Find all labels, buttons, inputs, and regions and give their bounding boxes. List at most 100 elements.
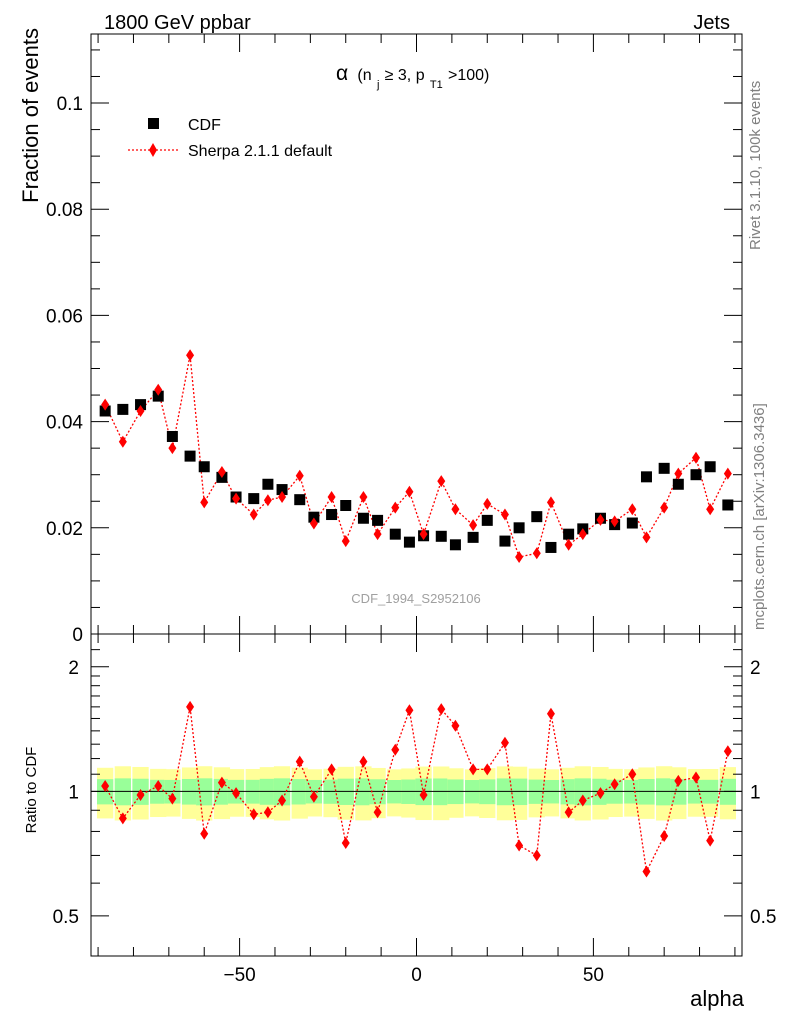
- cdf-point: [640, 471, 652, 483]
- ratio-point: [200, 827, 209, 840]
- sherpa-point: [596, 513, 605, 526]
- cdf-point: [672, 478, 684, 490]
- sherpa-point: [578, 528, 587, 541]
- cdf-point: [152, 390, 164, 402]
- ratio-point: [168, 792, 177, 805]
- x-axis-title: alpha: [690, 986, 745, 1011]
- sherpa-point: [232, 492, 241, 505]
- x-tick-label: −50: [223, 965, 255, 986]
- chart-title: α (n j ≥ 3, p T1 >100): [336, 62, 489, 93]
- cdf-point: [704, 461, 716, 473]
- ratio-point: [295, 755, 304, 768]
- sherpa-point: [692, 451, 701, 464]
- sherpa-point: [469, 519, 478, 532]
- sherpa-point: [391, 501, 400, 514]
- ratio-point: [249, 808, 258, 821]
- sherpa-point: [200, 496, 209, 509]
- ratio-line: [104, 706, 729, 874]
- ratio-point: [391, 743, 400, 756]
- title-sub-j: j: [376, 79, 379, 91]
- ratio-point: [674, 774, 683, 787]
- ratio-point: [692, 771, 701, 784]
- sherpa-point: [483, 497, 492, 510]
- ratio-point: [483, 763, 492, 776]
- title-geq: ≥ 3, p: [385, 67, 425, 84]
- cdf-point: [563, 528, 575, 540]
- cdf-point: [135, 399, 147, 411]
- ratio-point: [327, 763, 336, 776]
- main-panel-frame: 0 0.02 0.04 0.06 0.08 0.1: [46, 33, 743, 646]
- cdf-point: [372, 514, 384, 526]
- title-gt: >100): [448, 67, 489, 84]
- y-tick-label: 0.06: [46, 306, 83, 327]
- main-panel-series: [99, 349, 734, 564]
- header-left: 1800 GeV ppbar: [104, 12, 251, 34]
- cdf-point: [357, 512, 369, 524]
- ratio-point: [546, 707, 555, 720]
- legend: CDF Sherpa 2.1.1 default: [128, 117, 333, 160]
- ratio-band-inner: [656, 778, 673, 806]
- ratio-point: [515, 839, 524, 852]
- ratio-band-inner: [196, 778, 213, 806]
- ratio-point: [373, 806, 382, 819]
- y-axis-title: Fraction of events: [18, 28, 43, 203]
- sherpa-point: [546, 496, 555, 509]
- sherpa-point: [532, 547, 541, 560]
- ratio-point: [341, 837, 350, 850]
- cdf-point: [435, 530, 447, 542]
- ratio-point: [532, 849, 541, 862]
- y-tick-label: 0: [72, 625, 83, 646]
- cdf-point: [248, 493, 260, 505]
- cdf-point: [99, 405, 111, 417]
- ratio-panel-series: [101, 700, 732, 878]
- cdf-point: [467, 531, 479, 543]
- ratio-point: [451, 719, 460, 732]
- cdf-point: [545, 541, 557, 553]
- cdf-point: [403, 536, 415, 548]
- ratio-point: [118, 812, 127, 825]
- ratio-point: [469, 763, 478, 776]
- rivet-label: Rivet 3.1.10, 100k events: [747, 81, 764, 250]
- sherpa-point: [118, 435, 127, 448]
- cdf-point: [166, 430, 178, 442]
- ratio-point: [263, 806, 272, 819]
- sherpa-point: [515, 551, 524, 564]
- sherpa-point: [217, 466, 226, 479]
- mcplots-label: mcplots.cern.ch [arXiv:1306.3436]: [751, 403, 768, 630]
- ratio-point: [500, 736, 509, 749]
- sherpa-point: [405, 485, 414, 498]
- cdf-point: [513, 522, 525, 534]
- cdf-point: [117, 403, 129, 415]
- sherpa-point: [437, 475, 446, 488]
- sherpa-point: [660, 501, 669, 514]
- sherpa-line: [104, 355, 729, 558]
- ratio-point: [610, 778, 619, 791]
- sherpa-point: [154, 383, 163, 396]
- sherpa-point: [186, 349, 195, 362]
- ratio-tick-label: 0.5: [53, 907, 79, 928]
- sherpa-point: [263, 494, 272, 507]
- title-alpha: α: [336, 62, 348, 85]
- sherpa-point: [500, 508, 509, 521]
- ratio-tick-label-right: 0.5: [750, 907, 776, 928]
- sherpa-point: [628, 503, 637, 516]
- analysis-watermark: CDF_1994_S2952106: [351, 591, 480, 606]
- y-tick-label: 0.02: [46, 519, 83, 540]
- ratio-point: [309, 790, 318, 803]
- sherpa-point: [327, 491, 336, 504]
- ratio-band-inner: [273, 778, 291, 806]
- title-sub-t1: T1: [430, 79, 443, 91]
- cdf-point: [449, 539, 461, 551]
- cdf-point: [499, 535, 511, 547]
- ratio-point: [217, 776, 226, 789]
- sherpa-point: [564, 538, 573, 551]
- cdf-point: [198, 461, 210, 473]
- ratio-point: [101, 780, 110, 793]
- sherpa-point: [451, 503, 460, 516]
- sherpa-point: [642, 531, 651, 544]
- ratio-band-inner: [355, 778, 372, 806]
- ratio-point: [578, 794, 587, 807]
- cdf-point: [326, 509, 338, 521]
- ratio-band-inner: [114, 778, 131, 806]
